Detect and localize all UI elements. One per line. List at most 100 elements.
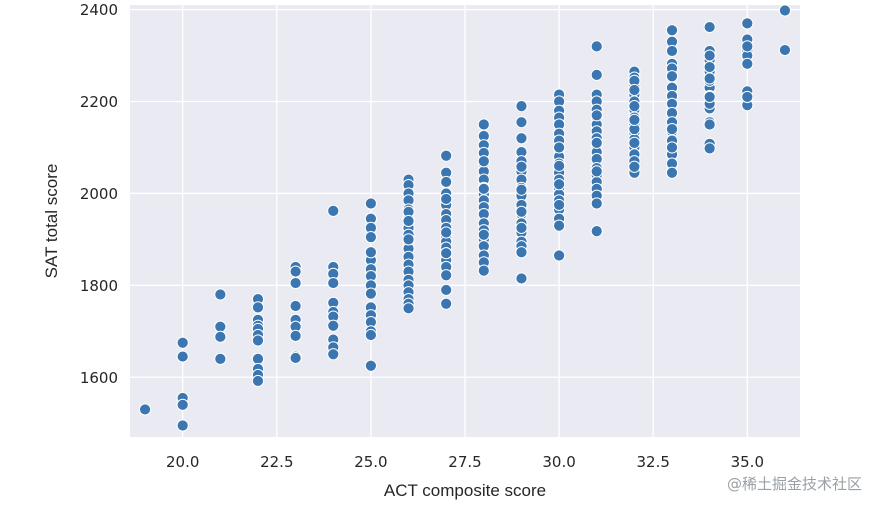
data-point (590, 68, 603, 81)
data-point (553, 141, 566, 154)
data-point (553, 159, 566, 172)
data-point (665, 24, 679, 37)
x-tick-label: 30.0 (542, 453, 575, 471)
data-point (289, 351, 302, 365)
data-point (590, 197, 603, 210)
x-tick-label: 22.5 (260, 453, 293, 471)
data-point (703, 60, 716, 74)
data-point (703, 20, 716, 34)
data-point (214, 288, 227, 301)
data-point (138, 403, 152, 416)
data-point (176, 419, 189, 432)
data-point (477, 228, 490, 241)
data-point (477, 264, 490, 277)
data-point (665, 166, 679, 179)
data-point (665, 70, 679, 83)
data-point (515, 272, 528, 285)
data-point (214, 320, 227, 333)
data-point (628, 113, 641, 126)
data-point (477, 182, 490, 195)
data-point (289, 265, 302, 278)
data-point (327, 204, 340, 217)
data-point (440, 149, 453, 162)
y-tick-label: 1600 (80, 369, 118, 387)
data-point (477, 118, 490, 131)
x-tick-labels: 20.0 22.5 25.0 27.5 30.0 32.5 35.0 (166, 453, 764, 471)
data-point (327, 276, 340, 290)
data-point (590, 109, 603, 122)
data-point (364, 328, 377, 342)
data-point (364, 359, 377, 372)
data-point (703, 72, 716, 85)
data-point (703, 118, 716, 131)
data-point (590, 40, 603, 53)
data-point (553, 249, 566, 262)
data-points (138, 4, 792, 432)
data-point (703, 142, 716, 155)
data-point (176, 398, 189, 411)
data-point (741, 40, 754, 53)
data-point (515, 132, 528, 145)
data-point (440, 175, 453, 189)
y-tick-label: 1800 (80, 277, 118, 295)
data-point (553, 198, 566, 212)
y-tick-labels: 1600 1800 2000 2200 2400 (80, 1, 118, 387)
data-point (515, 100, 528, 113)
data-point (515, 221, 528, 234)
data-point (741, 57, 754, 70)
data-point (778, 43, 792, 57)
x-axis-label: ACT composite score (384, 481, 546, 500)
data-point (251, 352, 265, 365)
data-point (402, 214, 415, 228)
data-point (327, 319, 340, 332)
data-point (214, 352, 227, 365)
data-point (741, 90, 754, 104)
data-point (628, 160, 641, 173)
x-tick-label: 32.5 (636, 453, 669, 471)
data-point (176, 350, 189, 363)
x-tick-label: 25.0 (354, 453, 387, 471)
data-point (703, 90, 716, 104)
y-tick-label: 2000 (80, 185, 118, 203)
data-point (289, 329, 302, 342)
data-point (778, 4, 792, 17)
data-point (477, 155, 490, 168)
data-point (628, 83, 641, 97)
data-point (364, 246, 377, 259)
data-point (440, 269, 453, 282)
data-point (364, 230, 377, 244)
data-point (364, 197, 377, 210)
data-point (251, 334, 265, 347)
watermark: @稀土掘金技术社区 (726, 475, 862, 493)
data-point (515, 246, 528, 259)
data-point (440, 247, 453, 260)
x-tick-label: 35.0 (731, 453, 764, 471)
data-point (665, 122, 679, 136)
data-point (289, 299, 302, 313)
data-point (364, 287, 377, 300)
data-point (553, 178, 566, 191)
data-point (741, 17, 754, 30)
data-point (703, 49, 716, 62)
x-tick-label: 27.5 (448, 453, 481, 471)
data-point (214, 330, 227, 343)
data-point (251, 301, 265, 314)
y-tick-label: 2200 (80, 93, 118, 111)
data-point (440, 283, 453, 297)
data-point (665, 44, 679, 58)
data-point (251, 374, 265, 388)
data-point (515, 116, 528, 129)
data-point (440, 226, 453, 239)
data-point (628, 136, 641, 149)
data-point (628, 100, 641, 113)
x-tick-label: 20.0 (166, 453, 199, 471)
data-point (176, 336, 189, 349)
data-point (515, 205, 528, 218)
data-point (402, 233, 415, 246)
data-point (590, 225, 603, 238)
y-axis-label: SAT total score (42, 164, 61, 279)
data-point (515, 160, 528, 173)
data-point (590, 136, 603, 149)
data-point (590, 165, 603, 178)
